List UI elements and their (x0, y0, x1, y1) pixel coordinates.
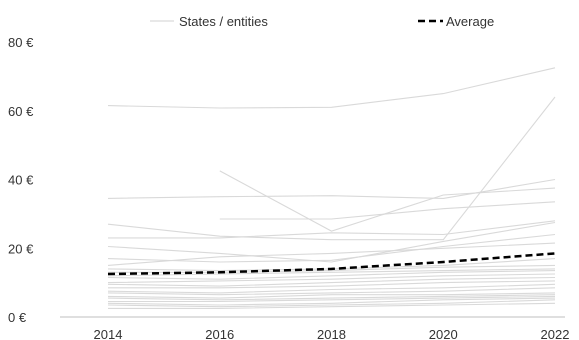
entity-series-line (107, 233, 556, 263)
y-tick-label: 20 € (8, 241, 34, 256)
entity-series-line (107, 297, 556, 306)
entity-series-line (107, 276, 556, 287)
y-tick-label: 40 € (8, 173, 34, 188)
entity-series-line (108, 302, 556, 309)
entity-series-line (107, 268, 556, 277)
average-series-line (107, 252, 556, 276)
x-tick-label: 2016 (205, 327, 234, 340)
entity-series-line (108, 280, 556, 289)
entity-series-line (107, 270, 556, 280)
entity-series-line (219, 170, 556, 232)
entity-series-line (107, 299, 556, 308)
x-tick-label: 2018 (317, 327, 346, 340)
legend-label-states: States / entities (179, 14, 268, 29)
y-tick-label: 80 € (8, 35, 34, 50)
entity-series-line (107, 221, 556, 263)
entity-series-line (108, 264, 556, 273)
entity-series-line (107, 96, 556, 241)
x-axis-tick-labels: 2014 2016 2018 2020 2022 (94, 327, 570, 340)
x-tick-label: 2014 (94, 327, 123, 340)
entity-series-line (107, 242, 556, 266)
entity-series-line (107, 283, 556, 294)
series-lines (107, 67, 556, 309)
y-axis-tick-labels: 0 € 20 € 40 € 60 € 80 € (8, 35, 34, 325)
legend: States / entities Average (150, 14, 494, 29)
entity-series-line (108, 295, 556, 303)
entity-series-line (107, 67, 556, 109)
legend-label-average: Average (446, 14, 494, 29)
entity-series-line (107, 294, 556, 301)
entity-series-line (107, 292, 556, 299)
entity-series-line (107, 273, 556, 284)
y-tick-label: 60 € (8, 104, 34, 119)
x-tick-label: 2022 (541, 327, 570, 340)
entity-series-line (108, 220, 556, 239)
entity-series-line (219, 201, 556, 220)
x-tick-label: 2020 (429, 327, 458, 340)
y-tick-label: 0 € (8, 310, 27, 325)
entity-series-line (107, 287, 556, 296)
